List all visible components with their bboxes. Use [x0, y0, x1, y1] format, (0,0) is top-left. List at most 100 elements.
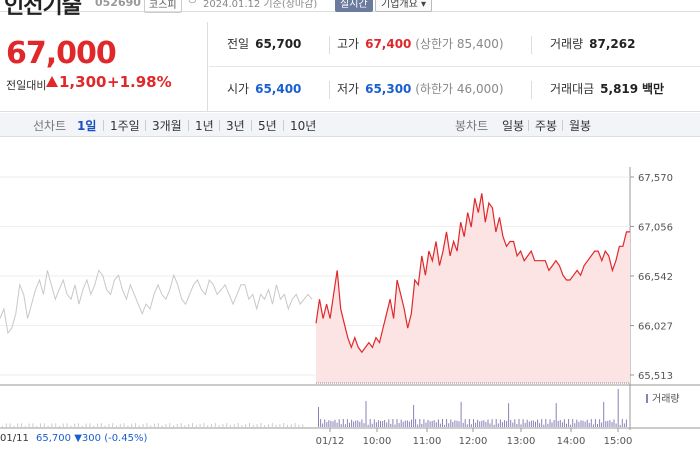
today-price-line: [315, 193, 630, 354]
volume-bar: [334, 419, 336, 427]
volume-bar: [388, 419, 390, 427]
realtime-button[interactable]: 실시간: [335, 0, 373, 12]
prev-volume-bar: [275, 424, 277, 427]
period-tab-3y[interactable]: 3년: [226, 119, 245, 133]
prev-day-line: [0, 269, 313, 335]
divider: [528, 120, 529, 131]
volume-bar: [578, 421, 580, 427]
volume-bar: [371, 423, 373, 427]
prev-volume-bar: [283, 423, 285, 427]
clock-icon: ◷: [188, 0, 197, 5]
candle-chart-label: 봉차트: [455, 119, 489, 133]
volume-bar: [392, 419, 394, 427]
candle-tab-daily[interactable]: 일봉: [502, 119, 525, 133]
volume-bar: [609, 420, 611, 427]
current-price-box: 67,000 전일대비 1,300 +1.98%: [0, 22, 208, 112]
volume-bar: [413, 405, 415, 427]
volume-bar: [526, 419, 528, 427]
volume-bar: [625, 419, 627, 427]
prev-volume-bar: [13, 425, 15, 427]
volume-bar: [439, 423, 441, 427]
prev-volume-bar: [298, 424, 300, 427]
period-tab-5y[interactable]: 5년: [258, 119, 277, 133]
volume-bar: [537, 419, 539, 427]
volume-bar: [423, 419, 425, 427]
volume-bar: [394, 424, 396, 427]
prev-day-change: 300: [81, 433, 101, 444]
prev-volume-bar: [256, 424, 258, 427]
volume-bar: [516, 424, 518, 427]
prev-volume-bar: [32, 423, 34, 427]
price-chart[interactable]: 67,570 67,056 66,542 66,027 65,513 거래량 01/12 10…: [0, 137, 700, 450]
volume-bar: [597, 424, 598, 427]
volume-bar: [425, 422, 427, 427]
prev-volume-bar: [180, 423, 182, 427]
volume-bar: [543, 424, 545, 427]
x-tick-label: 11:00: [413, 436, 442, 447]
candle-tab-weekly[interactable]: 주봉: [535, 119, 558, 133]
prev-volume-bar: [188, 423, 190, 427]
volume-legend-swatch: [646, 394, 648, 403]
prev-volume-bar: [5, 423, 7, 427]
volume-bar: [435, 422, 437, 427]
candle-tab-monthly[interactable]: 월봉: [569, 119, 592, 133]
prev-volume-bar: [21, 423, 22, 427]
prev-volume-bar: [203, 423, 205, 427]
prev-volume-bar: [135, 423, 136, 427]
prev-volume-bar: [211, 424, 212, 427]
period-tab-1w[interactable]: 1주일: [110, 119, 140, 133]
prev-volume-bar: [271, 423, 273, 427]
volume-bar: [456, 420, 458, 427]
volume-bar: [586, 419, 588, 427]
volume-bar: [520, 424, 522, 427]
prev-volume-bar: [233, 424, 235, 427]
volume-bar: [553, 420, 555, 427]
open-price: 시가 65,400: [227, 67, 301, 112]
divider: [329, 36, 330, 54]
prev-volume-bar: [249, 423, 250, 427]
prev-volume-bar: [195, 425, 197, 427]
volume-bar: [359, 421, 361, 427]
period-tab-1d[interactable]: 1일: [77, 119, 97, 133]
period-tab-3m[interactable]: 3개월: [152, 119, 182, 133]
volume-bar: [557, 421, 559, 427]
price-summary: 67,000 전일대비 1,300 +1.98% 전일 65,700 고가 67,4…: [0, 22, 700, 112]
volume-bar: [563, 419, 565, 427]
prev-volume-bar: [127, 425, 129, 427]
volume-bar: [561, 422, 563, 427]
volume-bar: [479, 421, 481, 427]
volume-bar: [572, 419, 574, 427]
volume-bar: [450, 419, 452, 427]
company-info-button[interactable]: 기업개요 ▾: [375, 0, 433, 12]
prev-volume-bar: [100, 423, 102, 427]
volume-bar: [377, 420, 379, 427]
prev-volume-bar: [241, 425, 243, 427]
price-stats: 전일 65,700 고가 67,400 (상한가 85,400) 거래량 87,262…: [209, 22, 700, 112]
volume-bar: [588, 422, 590, 427]
volume-bar: [442, 419, 443, 427]
period-tab-10y[interactable]: 10년: [290, 119, 317, 133]
volume-bar: [489, 423, 491, 427]
volume-bar: [514, 419, 516, 427]
prev-volume-bar: [85, 423, 87, 427]
volume-bar: [613, 419, 615, 427]
period-tab-1y[interactable]: 1년: [195, 119, 214, 133]
open-value: 65,400: [255, 82, 302, 96]
prev-volume-bar: [245, 424, 247, 427]
prev-volume-bar: [108, 423, 110, 427]
volume-bar: [466, 424, 468, 427]
volume-bar: [559, 420, 561, 427]
volume-bar: [452, 421, 454, 427]
volume-bar: [402, 421, 404, 427]
prev-volume-bar: [268, 424, 269, 427]
volume-bar: [462, 422, 464, 427]
high-value: 67,400: [365, 37, 412, 51]
volume-bar: [320, 419, 322, 427]
volume-bar: [340, 424, 342, 427]
volume-bar: [477, 419, 479, 427]
volume-bar: [605, 421, 607, 427]
stock-name: 인선기술: [4, 0, 82, 19]
prev-volume-bar: [146, 423, 148, 427]
volume-bar: [601, 422, 603, 427]
volume-bar: [615, 423, 617, 427]
